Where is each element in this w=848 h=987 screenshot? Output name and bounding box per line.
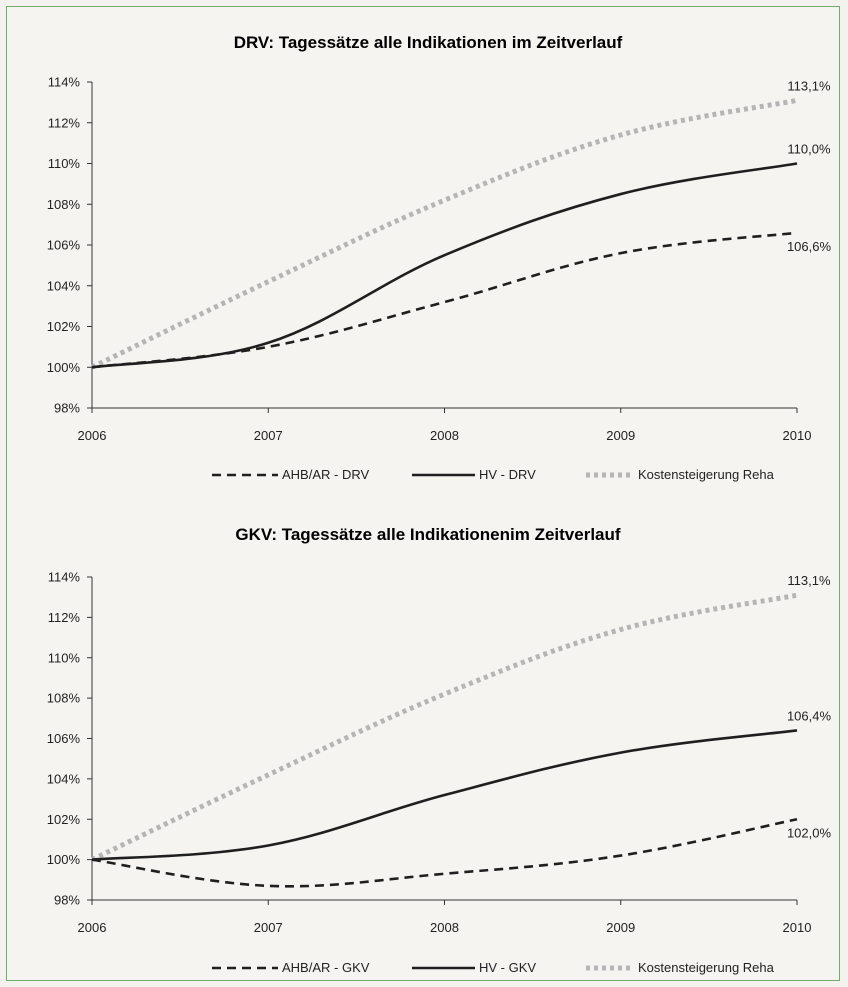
- x-tick-label: 2009: [606, 920, 635, 935]
- legend-label: HV - DRV: [479, 467, 536, 482]
- legend-label: Kostensteigerung Reha: [638, 467, 775, 482]
- end-value-label: 106,4%: [787, 708, 832, 723]
- y-tick-label: 110%: [48, 156, 81, 171]
- y-tick-label: 114%: [48, 75, 81, 90]
- y-tick-label: 102%: [47, 319, 81, 334]
- y-tick-label: 104%: [47, 278, 81, 293]
- y-tick-label: 106%: [47, 731, 81, 746]
- y-tick-label: 108%: [47, 691, 81, 706]
- chart-title: GKV: Tagessätze alle Indikationenim Zeit…: [235, 525, 620, 544]
- y-tick-label: 110%: [48, 650, 81, 665]
- end-value-label: 110,0%: [787, 142, 831, 157]
- y-tick-label: 102%: [47, 812, 81, 827]
- y-tick-label: 112%: [48, 610, 81, 625]
- series-line-solid: [91, 729, 798, 861]
- series-line-dotted: [90, 592, 798, 862]
- x-tick-label: 2009: [606, 428, 635, 443]
- legend-label: Kostensteigerung Reha: [638, 960, 775, 975]
- y-tick-label: 98%: [54, 401, 80, 416]
- y-tick-label: 112%: [48, 115, 81, 130]
- series-line-dotted: [90, 97, 798, 370]
- end-value-label: 102,0%: [787, 825, 832, 840]
- y-tick-label: 100%: [47, 852, 81, 867]
- legend-label: HV - GKV: [479, 960, 536, 975]
- x-tick-label: 2008: [430, 428, 459, 443]
- y-tick-label: 100%: [47, 360, 81, 375]
- legend-label: AHB/AR - DRV: [282, 467, 369, 482]
- legend-label: AHB/AR - GKV: [282, 960, 370, 975]
- chart-title: DRV: Tagessätze alle Indikationen im Zei…: [234, 33, 623, 52]
- series-line-solid: [91, 162, 798, 369]
- chart-panel-1: DRV: Tagessätze alle Indikationen im Zei…: [47, 33, 832, 482]
- x-tick-label: 2006: [78, 920, 107, 935]
- x-tick-label: 2006: [78, 428, 107, 443]
- y-tick-label: 106%: [47, 238, 81, 253]
- end-value-label: 113,1%: [787, 78, 831, 93]
- x-tick-label: 2007: [254, 428, 283, 443]
- end-value-label: 106,6%: [787, 239, 832, 254]
- y-tick-label: 104%: [47, 771, 81, 786]
- x-tick-label: 2008: [430, 920, 459, 935]
- series-line-dashed: [91, 231, 798, 369]
- y-tick-label: 114%: [48, 570, 81, 585]
- x-tick-label: 2010: [783, 920, 812, 935]
- x-tick-label: 2007: [254, 920, 283, 935]
- y-tick-label: 98%: [54, 893, 80, 908]
- end-value-label: 113,1%: [787, 573, 831, 588]
- y-tick-label: 108%: [47, 197, 81, 212]
- chart-frame: [6, 6, 840, 981]
- chart-panel-2: GKV: Tagessätze alle Indikationenim Zeit…: [47, 525, 832, 975]
- x-tick-label: 2010: [783, 428, 812, 443]
